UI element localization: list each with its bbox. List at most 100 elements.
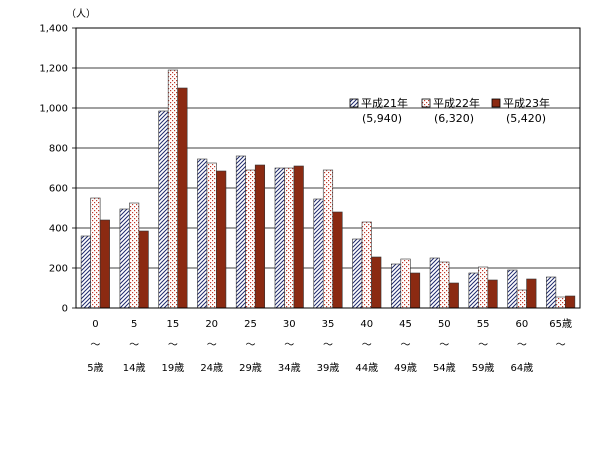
x-label-top: 0: [92, 319, 98, 330]
legend-label-h22: 平成22年: [433, 96, 480, 110]
y-axis-unit: （人）: [66, 8, 96, 20]
x-label-mid: ～: [401, 340, 411, 351]
bar-平成21年-1: [119, 208, 130, 309]
bar-平成23年-4: [254, 164, 266, 309]
x-label-mid: ～: [323, 340, 333, 351]
x-label-top: 15: [167, 319, 180, 330]
x-label-bottom: 49歳: [394, 362, 417, 374]
x-label-bottom: 29歳: [239, 362, 262, 374]
bar-平成21年-8: [390, 263, 402, 309]
bar-平成23年-12: [565, 295, 576, 309]
bar-平成21年-3: [197, 158, 208, 309]
x-label-bottom: 5歳: [87, 362, 103, 374]
bar-平成23年-10: [487, 279, 498, 309]
legend-label-h23: 平成23年: [503, 96, 550, 110]
x-label-top: 35: [322, 319, 335, 330]
bar-平成22年-11: [516, 289, 527, 309]
legend-total-h21: (5,940): [362, 112, 402, 125]
plot-area-frame: [75, 27, 581, 309]
bar-平成21年-5: [274, 167, 285, 309]
bar-平成23年-2: [177, 87, 188, 309]
x-label-top: 5: [131, 319, 137, 330]
bar-平成21年-9: [429, 257, 440, 309]
legend-swatch-h21: [349, 98, 359, 108]
x-label-top: 60: [515, 319, 528, 330]
x-label-top: 30: [283, 319, 296, 330]
bar-平成22年-1: [129, 202, 140, 309]
x-label-top: 25: [244, 319, 257, 330]
bar-平成23年-9: [448, 282, 459, 309]
bar-平成22年-9: [439, 261, 450, 309]
bar-平成23年-5: [293, 165, 304, 309]
y-tick-label: 1,000: [39, 104, 68, 115]
x-label-mid: ～: [517, 340, 527, 351]
bar-平成21年-6: [313, 198, 324, 309]
x-label-bottom: 59歳: [472, 362, 495, 374]
x-label-top: 50: [438, 319, 451, 330]
legend-total-h22: (6,320): [434, 112, 474, 125]
bar-平成23年-11: [526, 278, 537, 309]
x-label-mid: ～: [439, 340, 449, 351]
x-label-mid: ～: [90, 340, 100, 351]
bar-平成22年-12: [555, 296, 566, 309]
x-label-bottom: 19歳: [162, 362, 185, 374]
x-label-top: 65歳: [549, 318, 572, 330]
bar-平成22年-8: [400, 258, 411, 309]
y-tick-label: 1,200: [39, 64, 68, 75]
y-tick-label: 1,400: [39, 24, 68, 35]
bar-平成23年-3: [216, 170, 227, 309]
bar-平成21年-7: [352, 238, 363, 309]
legend-total-h23: (5,420): [506, 112, 546, 125]
y-tick-label: 800: [49, 144, 68, 155]
bars: [80, 69, 576, 309]
x-label-bottom: 54歳: [433, 362, 456, 374]
x-label-top: 20: [205, 319, 218, 330]
bar-平成21年-0: [80, 235, 91, 309]
x-label-mid: ～: [556, 340, 566, 351]
y-tick-label: 400: [49, 224, 68, 235]
x-label-mid: ～: [284, 340, 294, 351]
bar-平成23年-7: [371, 256, 382, 309]
y-axis-tick-labels: 0 200 400 600 800 1,000 1,200 1,400: [39, 24, 76, 315]
x-label-mid: ～: [207, 340, 217, 351]
bar-平成22年-2: [167, 69, 178, 309]
bar-平成23年-6: [332, 211, 343, 309]
bar-平成22年-0: [90, 197, 101, 309]
bar-平成23年-8: [409, 272, 421, 309]
bar-平成22年-10: [478, 266, 489, 309]
bar-平成22年-5: [284, 167, 295, 309]
x-label-bottom: 24歳: [200, 362, 223, 374]
y-tick-label: 200: [49, 264, 68, 275]
legend-label-h21: 平成21年: [361, 96, 408, 110]
bar-平成22年-4: [245, 169, 256, 309]
legend-swatch-h23: [491, 98, 501, 108]
bar-平成22年-7: [361, 221, 372, 309]
x-label-bottom: 34歳: [278, 362, 301, 374]
x-label-bottom: 39歳: [317, 362, 340, 374]
x-label-bottom: 14歳: [123, 362, 146, 374]
x-label-mid: ～: [478, 340, 488, 351]
legend-swatch-h22: [421, 98, 431, 108]
bar-平成21年-2: [158, 110, 169, 309]
bar-平成21年-12: [546, 276, 557, 309]
bar-平成21年-10: [468, 272, 479, 309]
x-label-top: 55: [477, 319, 490, 330]
x-label-mid: ～: [168, 340, 178, 351]
x-label-mid: ～: [362, 340, 372, 351]
x-label-mid: ～: [245, 340, 255, 351]
x-label-mid: ～: [129, 340, 139, 351]
y-tick-label: 0: [62, 304, 68, 315]
bar-平成21年-11: [507, 269, 518, 309]
bar-平成23年-1: [138, 230, 149, 309]
legend: 平成21年 (5,940) 平成22年 (6,320) 平成23年 (5,420…: [349, 96, 550, 125]
x-label-bottom: 44歳: [355, 362, 378, 374]
bar-平成22年-6: [322, 169, 334, 309]
bar-平成21年-4: [235, 155, 247, 309]
x-label-bottom: 64歳: [510, 362, 533, 374]
x-axis-category-labels: 0 ～ 5歳 5 ～ 14歳 15 ～ 19歳 20 ～ 24歳 25 ～ 29歳 30 ～ 34歳 35 ～ 39歳 4…: [87, 318, 572, 374]
x-label-top: 45: [399, 319, 412, 330]
y-tick-label: 600: [49, 184, 68, 195]
bar-平成23年-0: [99, 219, 110, 309]
x-label-top: 40: [360, 319, 373, 330]
